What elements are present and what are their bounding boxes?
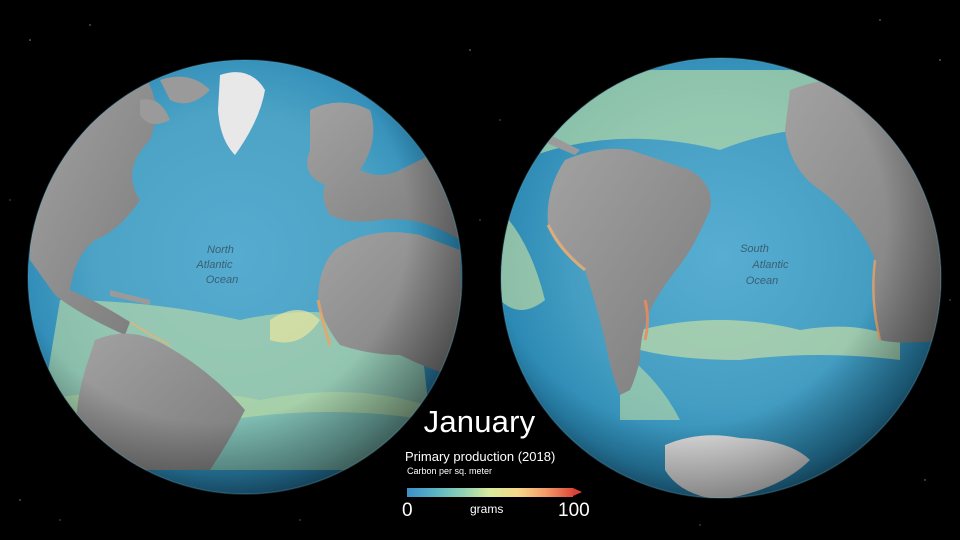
legend-min-label: 0 [402,500,413,521]
ocean-label-north-atlantic: North Atlantic Ocean [195,244,238,286]
map-subtitle: Primary production (2018) [405,449,556,464]
legend-unit-label: grams [470,502,504,516]
color-scale-bar [407,488,573,497]
globe-north-atlantic: North Atlantic Ocean [27,59,463,495]
ocean-label-south-atlantic: South Atlantic Ocean [740,243,791,287]
unit-label: Carbon per sq. meter [407,466,493,476]
month-title: January [423,404,536,439]
legend-max-label: 100 [558,500,590,521]
globe-south-atlantic: South Atlantic Ocean [500,57,942,499]
color-scale-arrow [573,488,582,496]
star-field [9,19,951,526]
